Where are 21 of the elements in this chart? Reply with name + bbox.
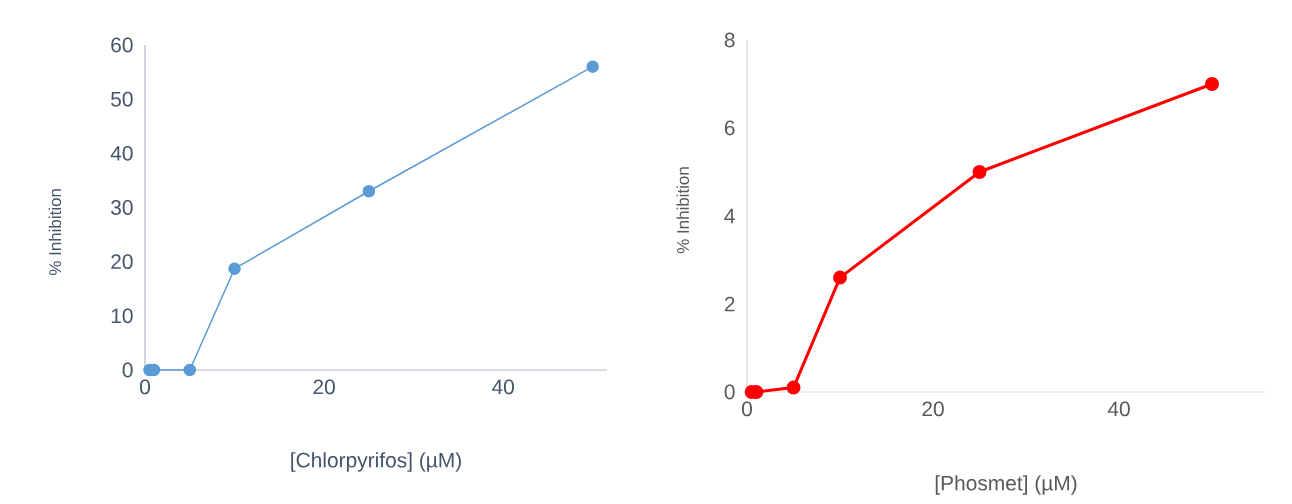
y-tick-label: 10 [111, 308, 133, 324]
x-tick-label: 20 [313, 379, 335, 395]
y-tick-label: 30 [111, 200, 133, 215]
y-axis-title: % Inhibition [676, 167, 690, 254]
y-tick-label: 50 [111, 91, 133, 107]
x-tick-label: 0 [742, 401, 753, 417]
x-axis-title: [Phosmet] (µM) [935, 475, 1077, 495]
x-tick-label: 20 [922, 401, 944, 417]
y-tick-label: 6 [724, 120, 735, 136]
y-tick-label: 0 [122, 362, 133, 378]
x-tick-label: 40 [492, 379, 514, 395]
x-axis-title: [Chlorpyrifos] (µM) [291, 452, 461, 472]
x-tick-label: 40 [1107, 401, 1130, 417]
y-tick-label: 60 [111, 37, 133, 53]
x-tick-label: 0 [140, 379, 151, 395]
y-tick-label: 4 [724, 208, 735, 224]
y-tick-label: 8 [724, 32, 735, 48]
y-tick-label: 20 [111, 254, 133, 270]
y-axis-title: % Inhibition [48, 189, 62, 276]
y-tick-label: 2 [724, 296, 735, 312]
y-tick-label: 40 [110, 145, 133, 161]
